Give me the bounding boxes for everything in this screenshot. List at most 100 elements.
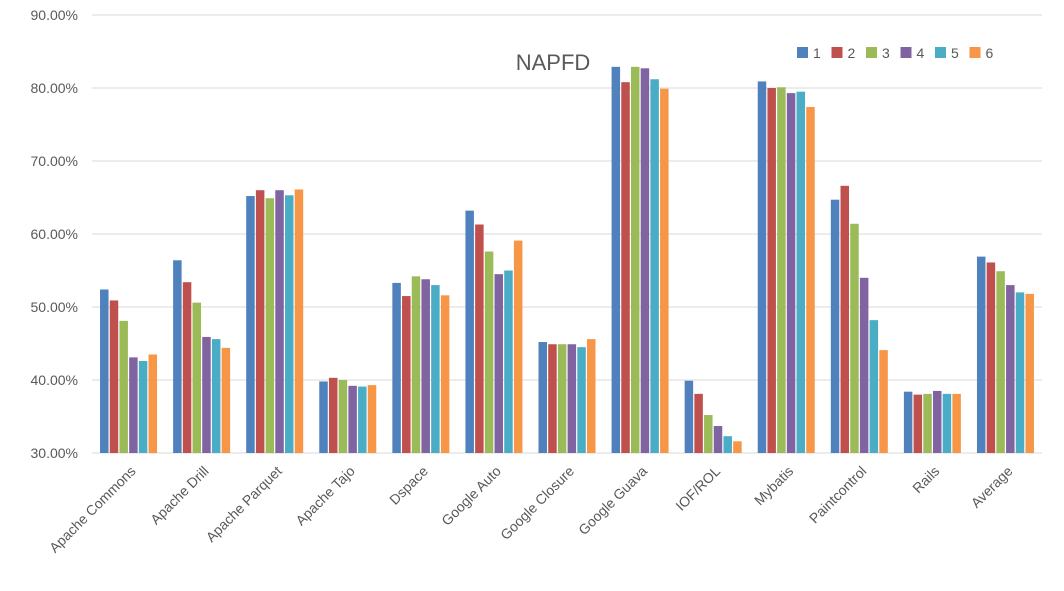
bar-6-5 <box>513 240 523 453</box>
bar-1-8 <box>684 380 694 453</box>
bar-2-12 <box>986 262 996 453</box>
bar-4-9 <box>786 93 796 454</box>
y-tick-label: 50.00% <box>31 299 78 315</box>
bar-6-4 <box>440 295 450 453</box>
x-category-label: Apache Commons <box>46 463 139 556</box>
bar-4-10 <box>859 277 869 453</box>
bar-3-3 <box>338 380 348 453</box>
bar-5-5 <box>504 270 513 453</box>
bar-3-8 <box>704 415 713 453</box>
y-tick-label: 70.00% <box>31 153 78 169</box>
bar-3-11 <box>923 393 932 453</box>
bar-5-10 <box>869 320 879 453</box>
bar-6-8 <box>733 441 742 453</box>
bar-1-7 <box>611 66 621 453</box>
bar-3-5 <box>484 251 494 453</box>
y-tick-label: 90.00% <box>31 7 78 23</box>
bar-4-0 <box>129 357 138 453</box>
bar-3-4 <box>411 276 421 453</box>
bar-3-1 <box>192 302 202 453</box>
bar-4-3 <box>348 385 357 453</box>
bar-5-7 <box>650 79 659 454</box>
bar-1-4 <box>392 282 401 453</box>
legend-label: 1 <box>813 45 821 61</box>
bar-5-3 <box>358 386 367 453</box>
bar-2-7 <box>621 82 630 453</box>
legend-swatch-2 <box>831 47 843 58</box>
bar-2-2 <box>255 190 265 453</box>
bar-1-5 <box>465 210 474 453</box>
bar-2-9 <box>767 88 776 453</box>
chart-title: NAPFD <box>516 50 591 75</box>
bar-5-11 <box>942 393 952 453</box>
y-tick-label: 80.00% <box>31 80 78 96</box>
x-category-label: Paintcontrol <box>806 463 870 527</box>
x-category-label: Average <box>968 463 1016 511</box>
legend-swatch-6 <box>969 47 981 58</box>
bar-2-6 <box>548 344 557 453</box>
bar-2-5 <box>475 224 484 453</box>
bar-3-10 <box>850 223 859 453</box>
y-tick-label: 40.00% <box>31 372 78 388</box>
bar-1-0 <box>100 289 109 453</box>
bar-5-6 <box>577 347 586 453</box>
x-category-label: Apache Parquet <box>203 463 285 545</box>
bar-3-7 <box>630 66 640 453</box>
x-category-label: Dspace <box>386 463 431 508</box>
bar-4-5 <box>494 274 504 453</box>
x-category-label: Rails <box>909 463 942 496</box>
x-category-label: IOF/ROL <box>672 463 723 514</box>
bar-3-2 <box>265 198 275 453</box>
bar-4-11 <box>932 390 942 453</box>
bar-1-11 <box>903 391 913 453</box>
bar-4-12 <box>1006 285 1015 453</box>
bar-6-0 <box>148 354 158 453</box>
bar-1-10 <box>830 199 840 453</box>
bar-1-6 <box>538 342 547 453</box>
bar-6-6 <box>587 339 596 453</box>
legend-label: 5 <box>951 45 959 61</box>
legend-label: 2 <box>848 45 856 61</box>
bar-5-12 <box>1015 292 1025 453</box>
bar-1-3 <box>319 381 328 453</box>
legend-label: 4 <box>917 45 925 61</box>
bar-4-7 <box>640 68 650 453</box>
bar-2-3 <box>328 377 338 453</box>
bar-5-8 <box>723 436 732 453</box>
bar-2-4 <box>402 296 411 453</box>
x-category-label: Google Guava <box>575 463 650 538</box>
bar-6-1 <box>221 347 231 453</box>
bar-3-0 <box>119 320 128 453</box>
legend-swatch-3 <box>866 47 877 58</box>
legend-label: 3 <box>882 45 890 61</box>
bar-2-11 <box>913 394 923 453</box>
bar-5-0 <box>138 361 148 453</box>
bar-3-12 <box>996 271 1005 453</box>
bar-6-12 <box>1025 293 1034 453</box>
bar-3-9 <box>777 87 786 454</box>
bar-4-2 <box>275 190 284 453</box>
x-category-label: Apache Tajo <box>292 463 358 529</box>
legend-swatch-1 <box>797 47 808 58</box>
bar-5-2 <box>284 195 294 453</box>
bar-1-2 <box>246 196 255 454</box>
x-category-label: Mybatis <box>751 463 796 508</box>
bar-4-6 <box>567 344 577 453</box>
bar-6-3 <box>367 385 377 453</box>
bars <box>100 66 1034 454</box>
bar-4-4 <box>421 279 430 453</box>
bar-6-7 <box>660 88 669 453</box>
bar-5-1 <box>211 339 221 453</box>
bar-4-8 <box>713 425 723 453</box>
bar-5-9 <box>796 91 806 454</box>
bar-4-1 <box>202 336 211 453</box>
bar-2-10 <box>840 185 850 453</box>
y-tick-label: 30.00% <box>31 445 78 461</box>
y-axis-ticks: 30.00% 40.00% 50.00% 60.00% 70.00% 80.00% 90.0… <box>31 7 78 461</box>
legend: 1 2 3 4 5 6 <box>797 45 994 61</box>
bar-1-9 <box>757 81 767 454</box>
gridlines <box>92 14 1042 454</box>
bar-6-2 <box>294 189 304 453</box>
